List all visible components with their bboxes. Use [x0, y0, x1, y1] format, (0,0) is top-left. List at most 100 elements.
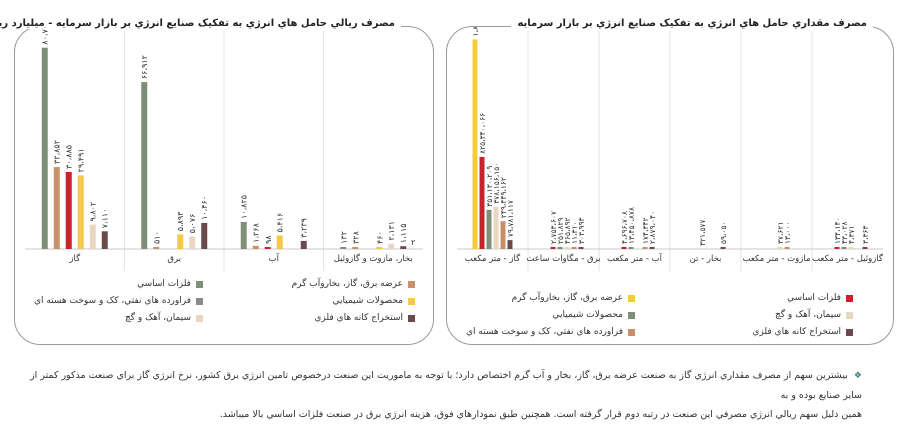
bar-1-1 — [153, 247, 160, 249]
data-label: ۳۰۳،۹۹۳ — [577, 217, 586, 244]
bar-1-3 — [564, 247, 570, 249]
data-label: ۲،۷۵۳،۶۰۷ — [549, 211, 558, 244]
bar-5-5 — [862, 247, 868, 249]
bar-0-4 — [89, 224, 96, 249]
legend-swatch — [846, 294, 853, 302]
data-label: ۳۷۸،۱۵۶،۱۵۰ — [492, 163, 501, 204]
category-label: گاز — [68, 253, 81, 264]
bar-1-2 — [557, 247, 563, 249]
category-label: برق - مگاوات ساعت — [526, 253, 600, 264]
legend-label: عرضه برق، گاز، بخاروآب گرم — [511, 293, 623, 303]
rial-consumption-panel: مصرف ريالي حامل هاي انرژي به تفکيک صنايع… — [0, 18, 434, 345]
bar-1-0 — [141, 82, 148, 249]
data-label: ۱۳۴،۱۴۰ — [833, 217, 842, 244]
legend-item: عرضه برق، گاز، بخاروآب گرم — [292, 279, 415, 289]
bar-5-2 — [841, 247, 847, 249]
legend-swatch — [846, 328, 853, 336]
data-label: ۳،۳۶۳ — [861, 225, 870, 244]
legend-swatch — [628, 311, 635, 319]
data-label: ۲،۸۷۹،۰۴۰ — [648, 211, 657, 244]
bar-0-1 — [53, 167, 60, 249]
bar-1-3 — [177, 234, 184, 249]
category-label: مازوت - متر مکعب — [742, 254, 810, 264]
data-label: ۷۹،۷۸۱،۱۱۷ — [506, 200, 515, 237]
legend-label: محصولات شيميايي — [332, 296, 403, 306]
bar-1-5 — [578, 247, 584, 249]
data-label: ۳۲۱،۵۷۷ — [698, 219, 707, 246]
data-label: ۵۹،۰۵۰ — [719, 221, 728, 244]
category-label: بخار، مازوت و گازوئيل — [334, 253, 413, 264]
legend-item: سيمان، آهک و گچ — [775, 310, 853, 320]
footer-line-1: بيشترين سهم از مصرف مقداري انرژي گاز به … — [30, 370, 862, 401]
bar-2-4 — [642, 247, 648, 249]
bar-3-3 — [376, 247, 383, 249]
bar-0-5 — [507, 240, 513, 249]
data-label: ۵۱۰ — [152, 231, 161, 244]
data-label: ۱۳،۴۵۰،۸۷۸ — [627, 207, 636, 244]
data-label-extra: ۲ — [411, 238, 415, 247]
data-label: ۵،۸۹۳ — [176, 211, 185, 231]
data-label: ۷،۱۱۰ — [101, 208, 110, 228]
legend-item: فراورده هاي نفتي، کک و سوخت هسته اي — [34, 296, 203, 306]
bar-3-1 — [352, 247, 359, 249]
legend-label: محصولات شيميايي — [552, 310, 623, 320]
legend-swatch — [408, 314, 415, 322]
bar-1-5 — [201, 222, 208, 249]
quantity-chart-title: مصرف مقداري حامل هاي انرژي به تفکيک صناي… — [511, 18, 873, 29]
legend-label: فلزات اساسي — [137, 279, 191, 289]
data-label: ۳۷،۶۲۱ — [776, 221, 785, 244]
legend-label: فلزات اساسي — [787, 293, 841, 303]
quantity-consumption-panel: مصرف مقداري حامل هاي انرژي به تفکيک صناي… — [446, 18, 894, 345]
data-label: ۲،۱۳۱ — [387, 221, 396, 241]
data-label: ۹۸ — [264, 235, 273, 244]
legend-swatch — [196, 314, 203, 322]
data-label: ۵،۴۱۶ — [276, 213, 285, 233]
category-label: گازوئيل - متر مکعب — [812, 253, 884, 264]
bar-2-0 — [240, 222, 247, 249]
data-label: ۶۶،۹۱۲ — [140, 55, 149, 79]
data-label: ۱۷۴،۳۴۲ — [641, 217, 650, 244]
bar-2-1 — [621, 247, 627, 249]
legend-label: استخراج کانه هاي فلزي — [752, 327, 841, 337]
legend-label: سيمان، آهک و گچ — [124, 313, 191, 323]
bar-2-1 — [252, 245, 259, 249]
bar-0-0 — [41, 47, 48, 250]
data-label: ۹،۸۰۲ — [89, 202, 98, 222]
data-label: ۴،۶۹۶،۷۰۸ — [620, 211, 629, 244]
bar-2-5 — [300, 240, 307, 249]
bar-2-2 — [264, 247, 271, 249]
legend-swatch — [628, 328, 635, 336]
legend-item: محصولات شيميايي — [333, 296, 415, 306]
bar-0-4 — [500, 221, 506, 249]
bar-2-2 — [628, 247, 634, 249]
quantity-chart-legend: عرضه برق، گاز، بخاروآب گرم فلزات اساسي محص… — [447, 293, 893, 343]
rial-bar-chart: ۸۰،۷۰۸ ۳۲،۸۵۲ ۳۰،۸۸۵ ۲۹،۴۹۱ ۹،۸۰۲ ۷،۱۱۰ گاز ۶۶،… — [25, 27, 423, 271]
data-label: ۳۰،۸۸۵ — [65, 145, 74, 169]
legend-item: عرضه برق، گاز، بخاروآب گرم — [512, 293, 635, 303]
data-label: ۱،۲۶۸ — [252, 222, 261, 242]
category-label: برق — [167, 254, 181, 264]
legend-label: سيمان، آهک و گچ — [774, 310, 841, 320]
data-label: ۲۹،۴۹۱ — [77, 148, 86, 172]
legend-item: استخراج کانه هاي فلزي — [752, 327, 853, 337]
legend-item: محصولات شيميايي — [553, 310, 635, 320]
data-label: ۱۰،۴۶۰ — [200, 196, 209, 220]
legend-label: عرضه برق، گاز، بخاروآب گرم — [291, 279, 403, 289]
bar-3-4 — [388, 243, 395, 249]
legend-item: فلزات اساسي — [787, 293, 853, 303]
bar-0-2 — [65, 171, 72, 249]
data-label: ۳۵۱،۱۳۰،۲۰۹ — [485, 166, 494, 207]
legend-item: استخراج کانه هاي فلزي — [314, 313, 415, 323]
bar-0-0 — [472, 39, 478, 250]
bar-1-4 — [571, 247, 577, 249]
legend-swatch — [408, 297, 415, 305]
legend-swatch — [628, 294, 635, 302]
bar-2-3 — [276, 235, 283, 249]
data-label: ۴۶۵،۸۹۲ — [563, 217, 572, 244]
legend-item: فراورده هاي نفتي، کک و سوخت هسته اي — [466, 327, 635, 337]
bar-1-4 — [189, 236, 196, 249]
data-label: ۱۱،۳۱۰ — [570, 221, 579, 244]
data-label: ۱،۱۱۵ — [399, 223, 408, 243]
category-label: بخار - تن — [690, 254, 722, 264]
legend-label: فراورده هاي نفتي، کک و سوخت هسته اي — [33, 296, 191, 306]
